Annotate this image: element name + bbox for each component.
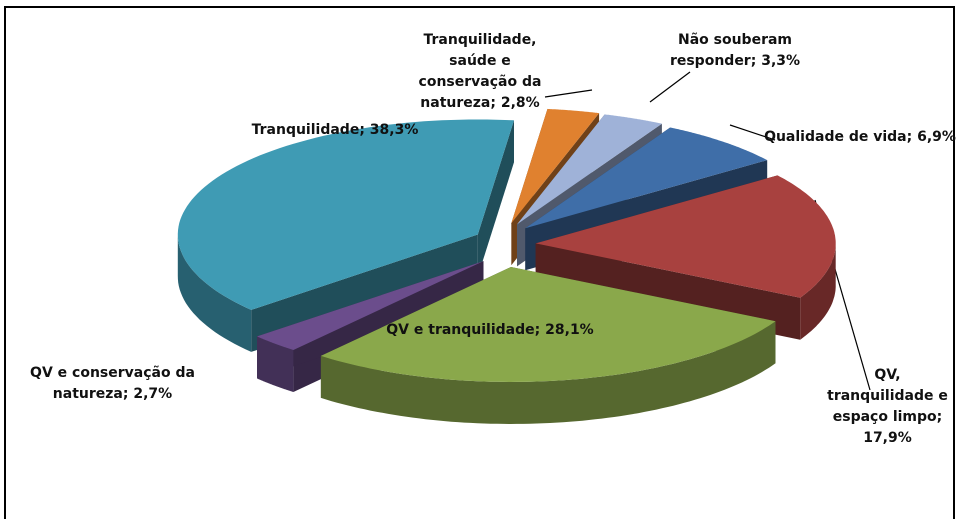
data-label: QV e tranquilidade; 28,1% [380, 320, 600, 341]
data-label: Não souberam responder; 3,3% [650, 30, 820, 72]
label-value: 3,3% [761, 53, 801, 69]
slice [320, 267, 776, 424]
label-separator: ; [906, 129, 913, 145]
label-name: Não souberam responder [669, 32, 793, 69]
label-separator: ; [122, 386, 129, 402]
data-label: Qualidade de vida; 6,9% [760, 127, 960, 148]
label-separator: ; [936, 409, 943, 425]
slice-top [517, 114, 662, 225]
label-value: 2,8% [500, 95, 540, 111]
label-value: 28,1% [545, 322, 594, 338]
label-name: Tranquilidade [251, 122, 360, 138]
label-name: Tranquilidade, saúde e conservação da na… [418, 32, 542, 111]
slice-side [477, 120, 514, 277]
label-value: 2,7% [133, 386, 173, 402]
slice-top [525, 127, 768, 229]
slice-wall [800, 241, 836, 340]
data-label: Tranquilidade, saúde e conservação da na… [405, 30, 555, 114]
label-separator: ; [490, 95, 496, 111]
slice-wall [320, 321, 776, 424]
slice-top [257, 261, 484, 350]
label-separator: ; [750, 53, 757, 69]
chart-frame [4, 6, 955, 519]
label-separator: ; [534, 322, 541, 338]
label-value: 17,9% [863, 430, 912, 446]
label-value: 38,3% [369, 122, 419, 138]
slice-wall [177, 233, 252, 352]
label-name: QV e conservação da natureza [30, 365, 195, 402]
slice-top [511, 108, 600, 224]
label-value: 6,9% [917, 129, 956, 145]
slice-top [320, 267, 776, 382]
data-label: QV e conservação da natureza; 2,7% [20, 363, 205, 405]
slice-wall [257, 336, 294, 392]
leader-line [649, 71, 691, 103]
slice-top [535, 175, 836, 298]
leader-line [729, 124, 776, 141]
label-name: QV, tranquilidade e espaço limpo [827, 367, 948, 425]
data-label: Tranquilidade; 38,3% [250, 120, 420, 141]
label-name: Qualidade de vida [764, 129, 907, 145]
label-name: QV e tranquilidade [386, 322, 535, 338]
label-separator: ; [359, 122, 365, 138]
slice-top [177, 119, 515, 310]
slice-side [257, 261, 484, 379]
leader-line [544, 89, 593, 98]
data-label: QV, tranquilidade e espaço limpo; 17,9% [820, 365, 955, 449]
